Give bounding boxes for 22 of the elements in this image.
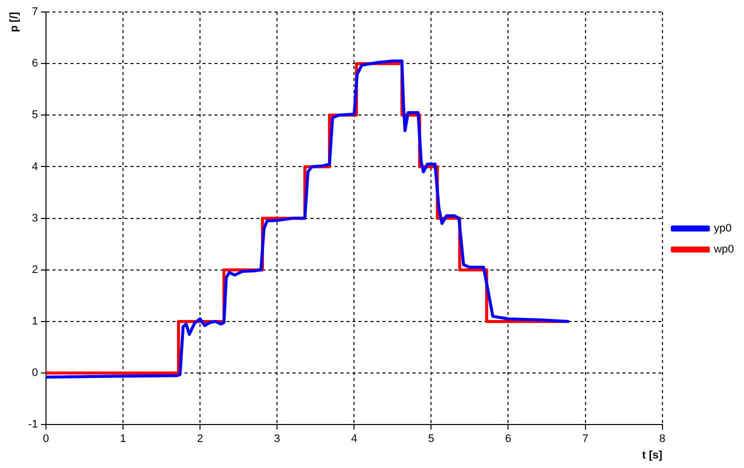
legend-label: wp0 (712, 244, 734, 256)
x-tick-label: 4 (351, 433, 358, 446)
y-axis-title: p [/] (8, 12, 21, 32)
legend-label: yp0 (714, 222, 732, 235)
x-tick-label: 8 (659, 433, 666, 446)
y-tick-label: -1 (28, 418, 38, 431)
x-tick-label: 7 (582, 433, 588, 446)
y-tick-label: 1 (32, 315, 38, 328)
x-tick-label: 5 (428, 433, 434, 446)
y-tick-label: 5 (32, 109, 38, 122)
y-tick-label: 7 (32, 6, 38, 18)
x-tick-label: 2 (197, 433, 204, 446)
x-tick-label: 3 (274, 433, 280, 446)
y-tick-label: 2 (32, 264, 38, 276)
y-tick-label: 4 (32, 160, 38, 173)
y-tick-label: 0 (32, 367, 38, 380)
x-tick-label: 0 (42, 433, 50, 446)
x-axis-title: t [s] (642, 449, 663, 462)
x-tick-label: 1 (120, 433, 126, 446)
y-tick-label: 6 (32, 58, 38, 70)
y-tick-label: 3 (32, 212, 38, 224)
x-tick-label: 6 (505, 433, 512, 446)
